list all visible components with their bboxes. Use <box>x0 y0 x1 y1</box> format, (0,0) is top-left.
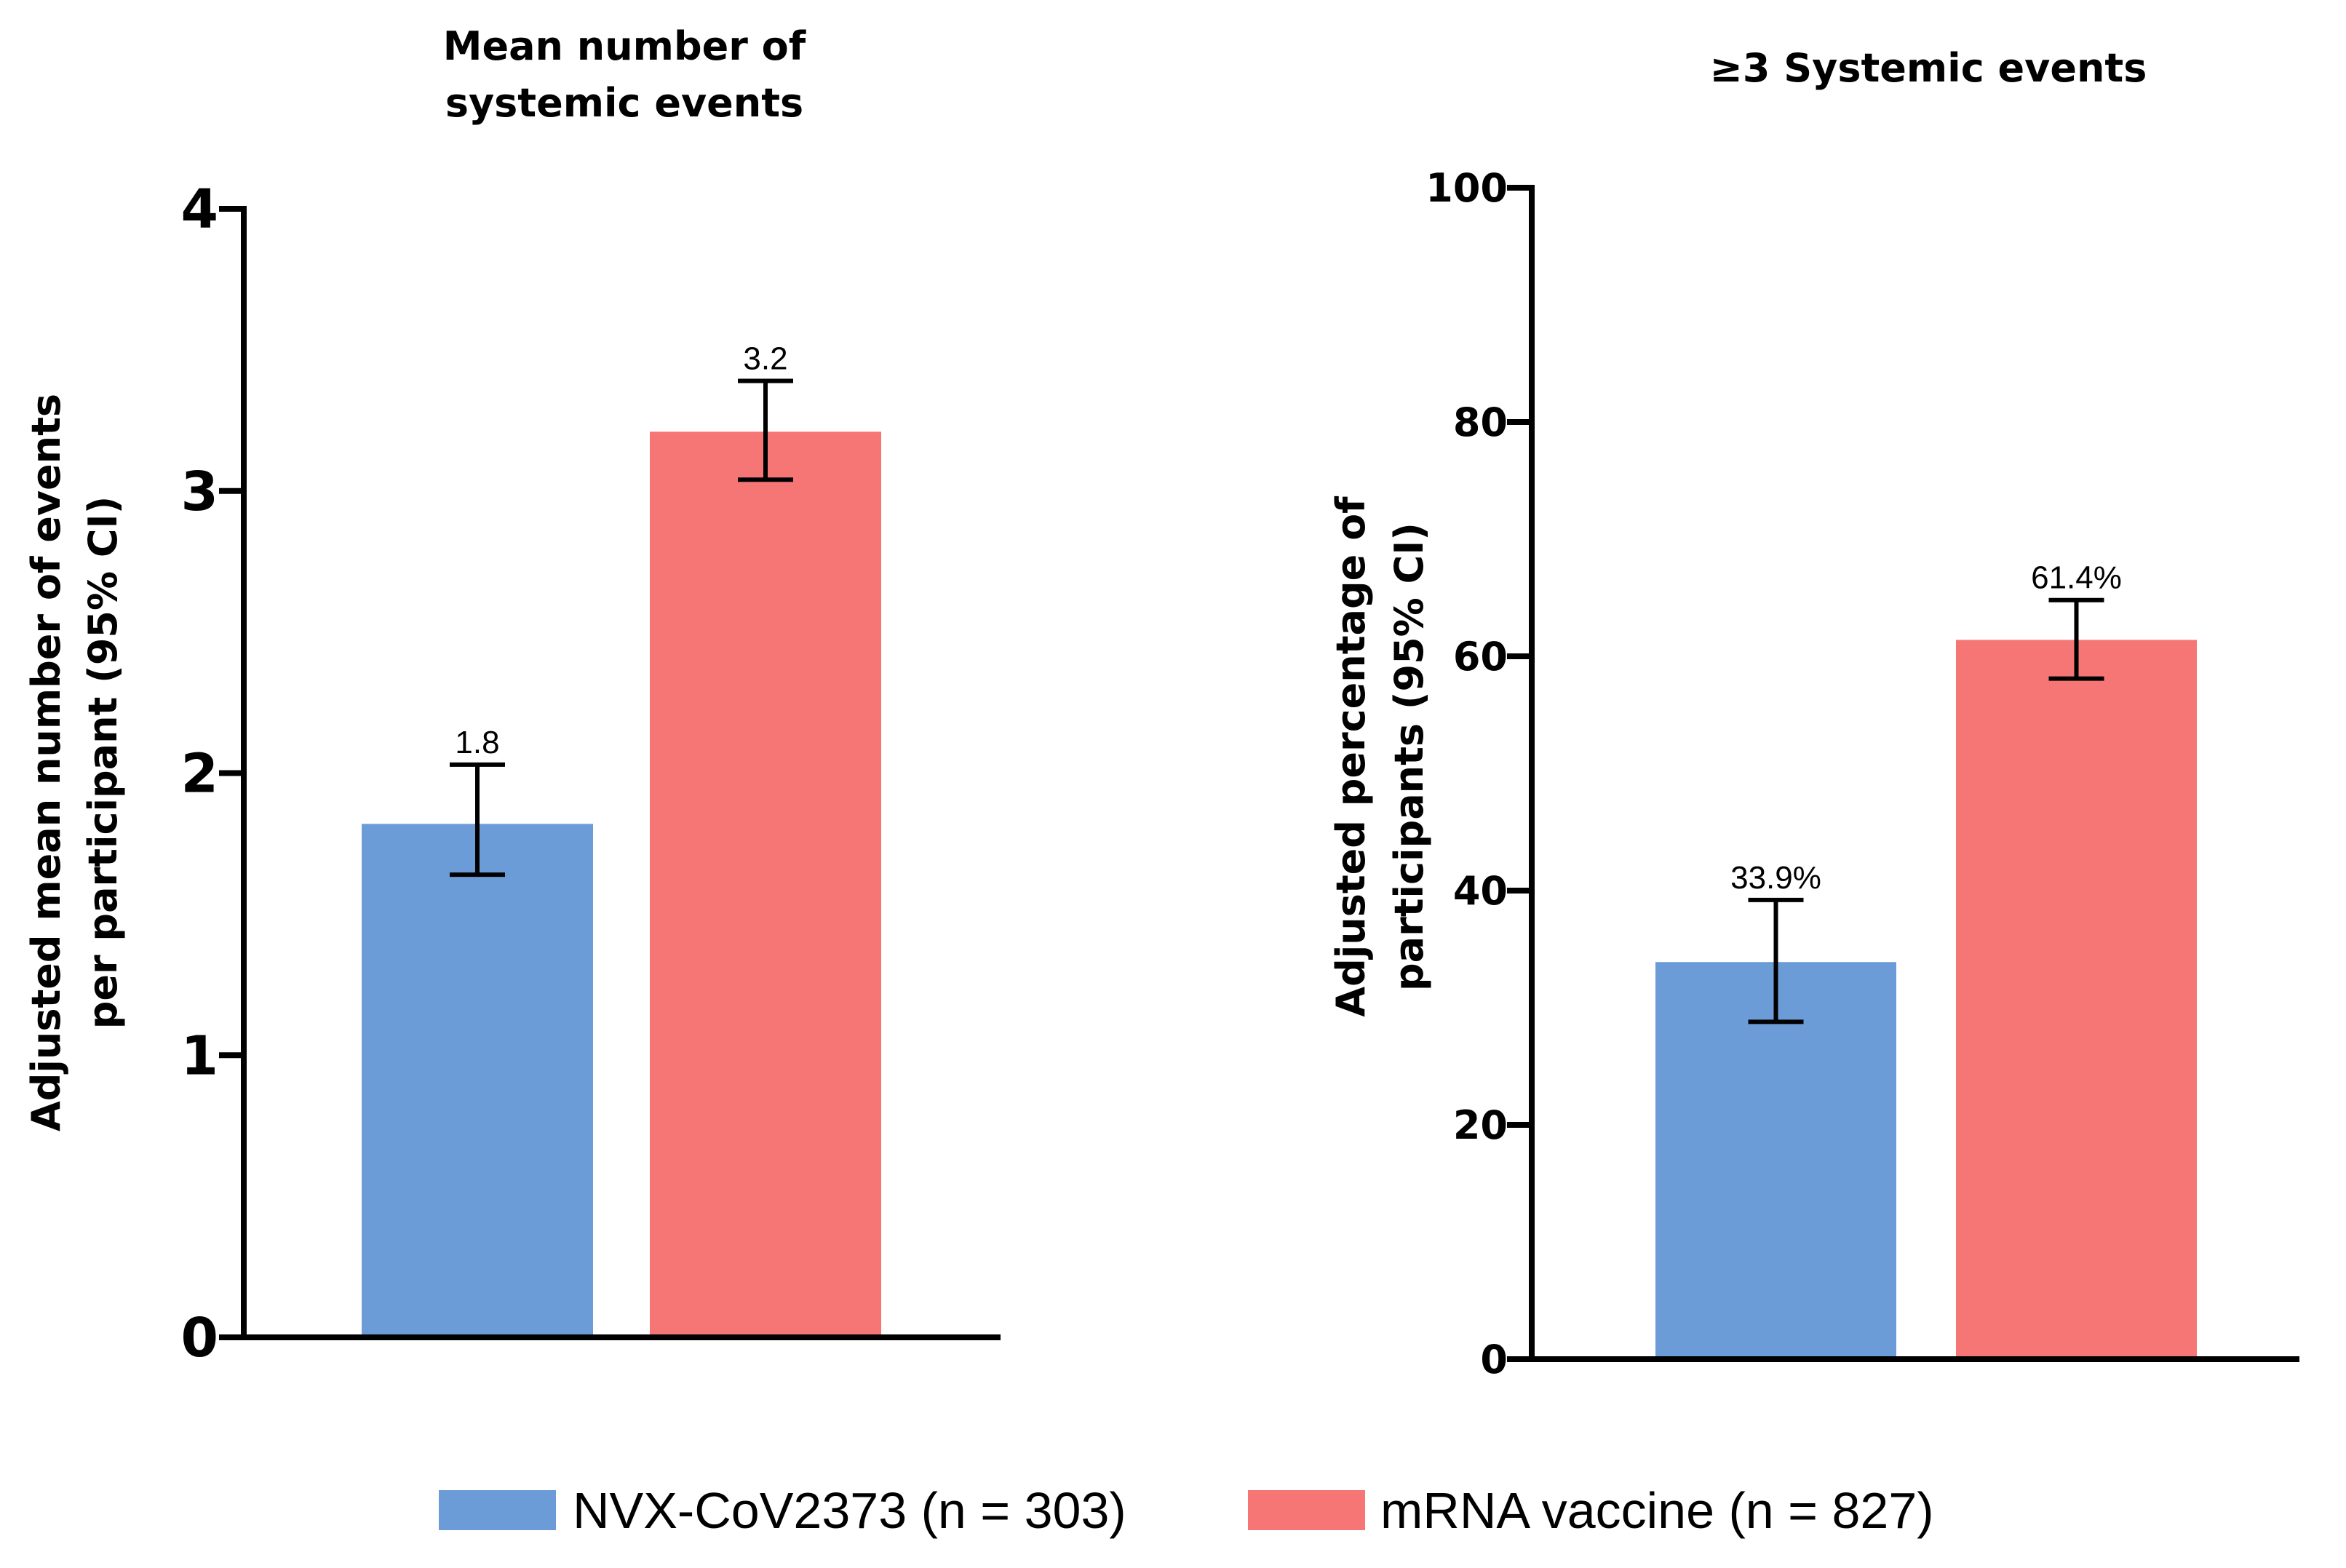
left-tick-label-0: 0 <box>181 1307 219 1369</box>
right-tick-label-0: 0 <box>1480 1337 1508 1382</box>
left-tick-label-3: 3 <box>181 461 219 523</box>
legend: NVX-CoV2373 (n = 303) mRNA vaccine (n = … <box>439 1482 1934 1539</box>
right-tick-label-60: 60 <box>1453 634 1508 680</box>
left-tick-label-1: 1 <box>181 1024 219 1087</box>
chart-right: ≥3 Systemic events Adjusted percentage o… <box>1328 45 2299 1382</box>
right-error-bar-2 <box>2048 597 2104 681</box>
left-ylabel-line-2: per participant (95% CI) <box>80 496 126 1030</box>
left-data-label-1: 1.8 <box>455 725 499 760</box>
right-bar-2 <box>1956 640 2197 1359</box>
left-error-bar-2 <box>738 378 793 482</box>
right-plot-area: 0 20 40 60 80 100 33.9% 61.4% <box>1426 165 2299 1382</box>
right-tick-label-100: 100 <box>1426 165 1508 211</box>
legend-swatch-nvx <box>439 1490 556 1530</box>
left-ylabel-line-1: Adjusted mean number of events <box>23 394 69 1131</box>
left-error-bar-1 <box>450 762 505 877</box>
right-tick-label-40: 40 <box>1453 868 1508 914</box>
right-tick-label-20: 20 <box>1453 1102 1508 1148</box>
chart-left: Mean number of systemic events Adjusted … <box>23 23 1001 1369</box>
right-tick-label-80: 80 <box>1453 399 1508 445</box>
left-data-label-2: 3.2 <box>743 341 787 377</box>
left-tick-label-2: 2 <box>181 743 219 805</box>
right-ylabel-line-1: Adjusted percentage of <box>1328 496 1374 1017</box>
legend-label-mrna: mRNA vaccine (n = 827) <box>1380 1482 1934 1539</box>
right-ylabel-line-2: participants (95% CI) <box>1386 522 1432 991</box>
left-title-line-2: systemic events <box>445 80 803 126</box>
right-data-label-2: 61.4% <box>2031 560 2122 596</box>
left-tick-label-4: 4 <box>181 178 219 241</box>
right-bar-1 <box>1655 962 1896 1359</box>
left-title-line-1: Mean number of <box>443 23 806 69</box>
right-title: ≥3 Systemic events <box>1710 45 2147 91</box>
left-bar-1 <box>362 824 593 1337</box>
left-plot-area: 0 1 2 3 4 1.8 3.2 <box>181 178 1001 1369</box>
legend-swatch-mrna <box>1248 1490 1365 1530</box>
left-bar-2 <box>650 431 881 1337</box>
right-data-label-1: 33.9% <box>1730 860 1821 896</box>
legend-label-nvx: NVX-CoV2373 (n = 303) <box>573 1482 1126 1539</box>
right-error-bar-1 <box>1748 897 1804 1024</box>
